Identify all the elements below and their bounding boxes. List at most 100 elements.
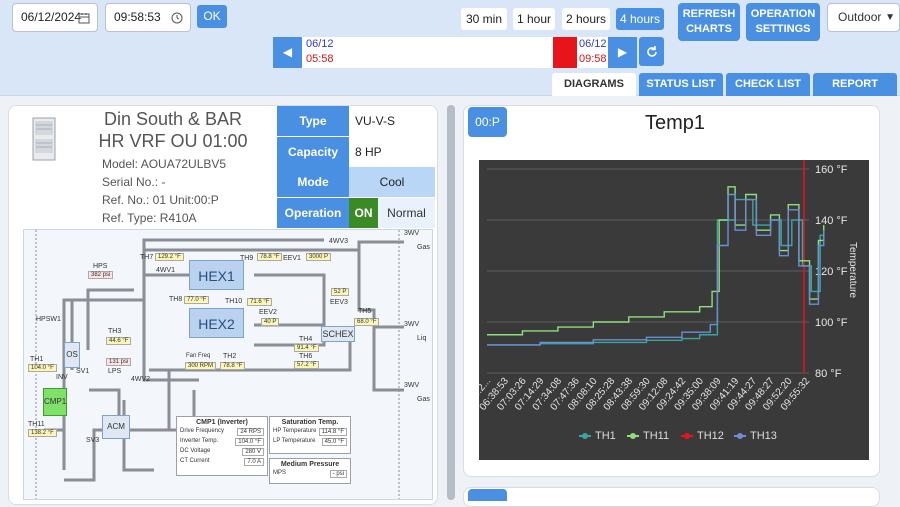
legend-item-th11[interactable]: TH11 <box>627 428 669 444</box>
schex-block: SCHEX <box>321 326 355 342</box>
value-th10: 71.6 °F <box>247 298 273 306</box>
timeline-start-time: 05:58 <box>306 53 334 65</box>
label-eev3: EEV3 <box>330 299 348 306</box>
unit-model: Model: AOUA72ULBV5 <box>102 157 227 171</box>
legend-item-th12[interactable]: TH12 <box>681 428 724 444</box>
chart-area: 80 °F 100 °F 120 °F 140 °F 160 °F Temperature… <box>467 160 869 460</box>
saturation-row-label: LP Temperature <box>273 438 316 444</box>
legend-item-th1[interactable]: TH1 <box>579 428 616 444</box>
cmp1-row: Drive Frequency 24 RPS <box>180 428 264 438</box>
label-th9: TH9 <box>240 255 254 262</box>
timeline-track[interactable]: 06/12 05:58 06/12 09:58 <box>302 37 608 68</box>
saturation-row-value: 114.8 °F <box>318 428 347 436</box>
refresh-icon <box>645 44 659 58</box>
cmp1-row-label: Drive Frequency <box>180 428 225 434</box>
hex1-block: HEX1 <box>189 260 244 290</box>
location-select[interactable]: Outdoor ▼ <box>827 3 900 32</box>
saturation-row-value: 45.0 °F <box>321 438 347 446</box>
calendar-icon[interactable] <box>78 4 90 31</box>
label-4wv2: 4WV2 <box>131 376 151 383</box>
timeline-prev-button[interactable]: ◀ <box>273 37 302 68</box>
operation-settings-label-1: OPERATION <box>750 8 816 20</box>
range-4-hours-button[interactable]: 4 hours <box>616 8 664 30</box>
tab-status-list[interactable]: STATUS LIST <box>639 73 723 96</box>
chevron-right-icon: ▶ <box>617 45 628 59</box>
y-tick-label: 80 °F <box>815 368 842 380</box>
operation-status: Normal <box>378 198 435 228</box>
legend-label: TH12 <box>697 430 724 442</box>
legend-label: TH11 <box>643 430 670 442</box>
top-toolbar: 06/12/2024 09:58:53 OK 30 min 1 hour 2 h… <box>0 0 900 96</box>
cmp1-panel: CMP1 (Inverter) Drive Frequency 24 RPS In… <box>176 416 268 476</box>
date-value: 06/12/2024 <box>21 10 82 24</box>
chevron-down-icon: ▼ <box>885 4 895 31</box>
unit-serial: Serial No.: - <box>102 175 166 189</box>
accumulator: ACM <box>102 415 130 439</box>
scrollbar-thumb[interactable] <box>447 105 455 500</box>
date-input[interactable]: 06/12/2024 <box>12 3 98 32</box>
compressor-cmp1: CMP1 <box>43 388 67 416</box>
unit-ref-type: Ref. Type: R410A <box>102 211 197 225</box>
prop-mode-value: Cool <box>349 167 435 197</box>
operation-settings-button[interactable]: OPERATION SETTINGS <box>746 3 820 41</box>
range-1-hour-button[interactable]: 1 hour <box>513 8 555 30</box>
saturation-panel: Saturation Temp. HP Temperature 114.8 °F … <box>269 416 351 454</box>
value-th3: 44.6 °F <box>106 337 132 345</box>
prop-mode-key: Mode <box>277 167 349 197</box>
cmp1-row-value: 104.0 °F <box>235 438 264 446</box>
unit-ref-no: Ref. No.: 01 Unit:00:P <box>102 193 219 207</box>
panel-scrollbar[interactable] <box>447 105 455 500</box>
refresh-charts-button[interactable]: REFRESH CHARTS <box>678 3 740 41</box>
medium-pressure-title: Medium Pressure <box>280 461 340 468</box>
value-eev1: 3000 P <box>306 253 332 261</box>
timeline-marker[interactable] <box>553 37 577 68</box>
label-th8: TH8 <box>169 296 183 303</box>
value-lps: 131 psi <box>106 358 132 366</box>
cmp1-row-value: 280 V <box>242 448 264 456</box>
next-chart-badge <box>468 489 507 501</box>
label-3wv-liq: 3WV <box>404 321 420 328</box>
label-th11: TH11 <box>28 421 45 428</box>
timeline-reset-button[interactable] <box>639 37 664 66</box>
oil-separator: OS <box>64 342 80 368</box>
label-4wv3: 4WV3 <box>329 238 349 245</box>
range-2-hours-button[interactable]: 2 hours <box>562 8 610 30</box>
value-fan: 300 RPM <box>185 362 217 370</box>
cmp1-row: Inverter Temp. 104.0 °F <box>180 438 264 448</box>
label-th2: TH2 <box>223 353 237 360</box>
y-tick-label: 160 °F <box>815 164 848 176</box>
time-input[interactable]: 09:58:53 <box>105 3 191 32</box>
cmp1-row: CT Current 7.0 A <box>180 458 264 468</box>
tab-report[interactable]: REPORT <box>813 73 897 96</box>
legend-item-th13[interactable]: TH13 <box>734 428 777 444</box>
prop-operation-key: Operation <box>277 198 349 228</box>
unit-title-line-1: Din South & BAR <box>103 109 243 129</box>
ok-button[interactable]: OK <box>197 5 227 28</box>
timeline-next-button[interactable]: ▶ <box>608 37 637 68</box>
cmp1-row-label: CT Current <box>180 458 210 464</box>
refresh-charts-label-1: REFRESH <box>682 8 736 20</box>
range-30-min-button[interactable]: 30 min <box>461 8 507 30</box>
y-tick-label: 120 °F <box>815 266 848 278</box>
label-eev2: EEV2 <box>259 309 277 316</box>
prop-mode: Mode Cool <box>277 167 435 197</box>
y-tick-label: 100 °F <box>815 317 848 329</box>
time-slider[interactable]: ◀ 06/12 05:58 06/12 09:58 ▶ <box>273 37 637 68</box>
cmp1-row-value: 7.0 A <box>244 458 264 466</box>
value-th9: 78.8 °F <box>257 253 283 261</box>
location-value: Outdoor <box>838 10 882 24</box>
value-hps: 382 psi <box>88 271 114 279</box>
value-th1: 104.0 °F <box>28 364 57 372</box>
medium-pressure-row: MPS - psi <box>273 470 347 480</box>
label-gas: Gas <box>417 244 430 251</box>
tab-diagrams[interactable]: DIAGRAMS <box>552 73 636 96</box>
temp1-chart: 80 °F 100 °F 120 °F 140 °F 160 °F Temperature… <box>467 160 858 413</box>
timeline-end-date: 06/12 <box>579 38 607 50</box>
tab-check-list[interactable]: CHECK LIST <box>726 73 810 96</box>
label-liq: Liq <box>417 335 427 342</box>
time-value: 09:58:53 <box>114 10 161 24</box>
label-hps: HPS <box>93 263 108 270</box>
refresh-charts-label-2: CHARTS <box>686 23 732 35</box>
timeline-end-time: 09:58 <box>579 53 607 65</box>
clock-icon[interactable] <box>171 4 183 31</box>
